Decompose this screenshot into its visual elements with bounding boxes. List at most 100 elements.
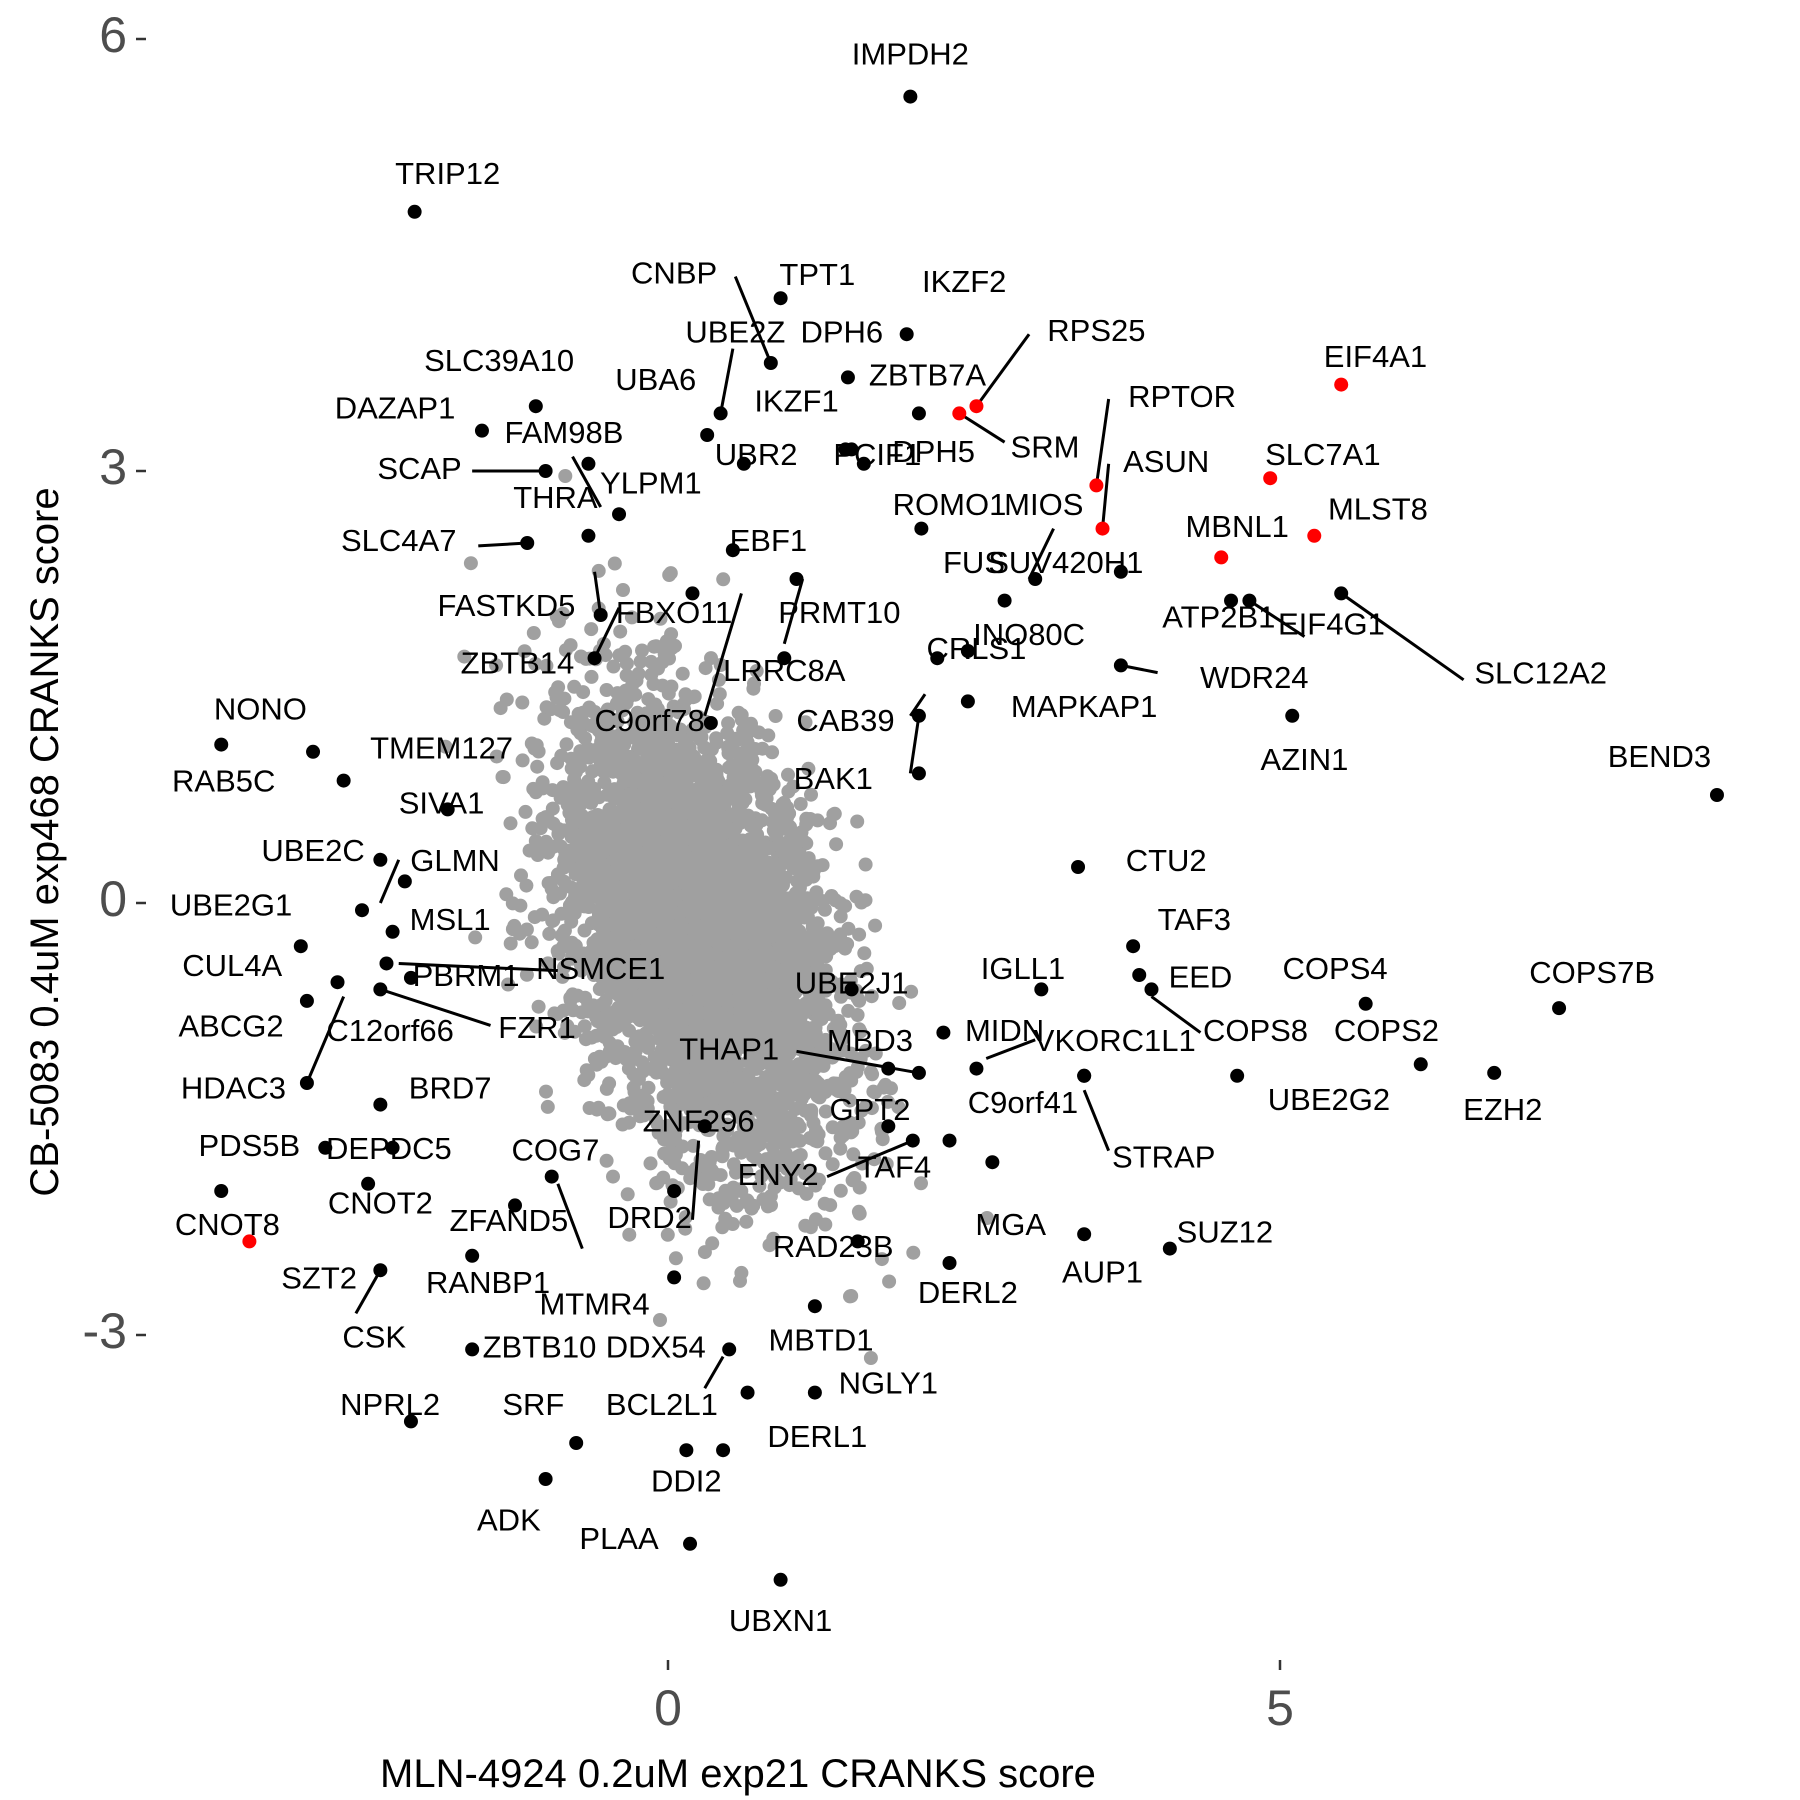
point-cnot2 xyxy=(361,1176,376,1191)
point-romo1 xyxy=(914,521,929,536)
label-slc39a10: SLC39A10 xyxy=(424,343,574,378)
point-cul4a xyxy=(293,939,308,954)
background-point xyxy=(904,984,919,999)
point-rptor xyxy=(1089,478,1104,493)
background-point xyxy=(640,1101,655,1116)
point-nprl2 xyxy=(403,1414,418,1429)
background-point xyxy=(574,963,589,978)
background-point xyxy=(749,664,764,678)
background-point xyxy=(734,1184,749,1199)
background-point xyxy=(707,946,722,961)
background-point xyxy=(655,915,670,930)
leader-line-fzr1 xyxy=(379,987,491,1027)
point-fbxo11 xyxy=(685,586,700,601)
background-point xyxy=(842,1093,857,1108)
background-point xyxy=(606,659,621,674)
background-point xyxy=(701,875,716,890)
point-eed xyxy=(1132,968,1147,982)
background-point xyxy=(705,985,720,1000)
label-ubxn1: UBXN1 xyxy=(729,1603,832,1638)
background-point xyxy=(809,885,824,900)
point-thap1 xyxy=(911,1065,926,1080)
point-asun xyxy=(1095,521,1110,536)
background-point xyxy=(644,654,659,669)
label-mga: MGA xyxy=(975,1207,1046,1242)
background-point xyxy=(643,1061,658,1076)
label-slc12a2: SLC12A2 xyxy=(1474,656,1607,691)
background-point xyxy=(834,1033,849,1048)
background-point xyxy=(850,1008,865,1022)
y-tick-label: -3 xyxy=(83,1303,127,1359)
background-point xyxy=(891,1100,906,1114)
background-point xyxy=(852,1206,867,1221)
background-point xyxy=(620,801,635,816)
background-point xyxy=(585,764,600,779)
background-point xyxy=(759,791,774,806)
label-asun: ASUN xyxy=(1123,444,1209,479)
background-point xyxy=(684,748,699,763)
background-point xyxy=(749,1051,764,1066)
background-point xyxy=(571,706,586,721)
background-point xyxy=(818,982,833,997)
background-point xyxy=(744,716,758,731)
background-point xyxy=(736,870,751,885)
label-plaa: PLAA xyxy=(579,1521,659,1556)
label-ddx54: DDX54 xyxy=(606,1330,706,1365)
label-cops4: COPS4 xyxy=(1283,951,1388,986)
background-point xyxy=(664,956,679,971)
background-point xyxy=(656,808,671,823)
background-point xyxy=(786,898,801,912)
y-tick-label: 3 xyxy=(99,439,127,495)
background-point xyxy=(857,946,872,961)
background-point xyxy=(810,1089,825,1104)
background-point xyxy=(828,939,843,953)
background-point xyxy=(556,860,571,875)
background-point xyxy=(539,1084,553,1099)
label-eif4a1: EIF4A1 xyxy=(1324,339,1427,374)
label-drd2: DRD2 xyxy=(607,1200,691,1235)
leader-line-thap1 xyxy=(796,1049,920,1075)
background-point xyxy=(793,1012,808,1027)
background-point xyxy=(859,961,874,976)
background-point xyxy=(674,977,689,992)
point-ddx54 xyxy=(722,1342,737,1357)
leader-line-csk xyxy=(354,1269,382,1315)
point-msl1 xyxy=(385,924,400,939)
background-point xyxy=(572,798,587,813)
background-point xyxy=(845,1173,860,1188)
background-point xyxy=(742,840,756,854)
point-adk xyxy=(538,1472,553,1486)
background-point xyxy=(852,993,867,1008)
point-ctu2 xyxy=(1071,860,1086,874)
label-bcl2l1: BCL2L1 xyxy=(606,1387,718,1422)
background-point xyxy=(620,992,635,1007)
point-zbtb10 xyxy=(465,1342,480,1357)
background-point xyxy=(574,894,589,909)
point-hdac3 xyxy=(299,1076,314,1090)
background-point xyxy=(828,893,843,908)
label-pbrm1: PBRM1 xyxy=(413,958,520,993)
point-suv420h1 xyxy=(1113,564,1128,579)
background-point xyxy=(533,821,548,836)
background-point xyxy=(648,881,663,895)
background-point xyxy=(744,953,759,968)
background-point xyxy=(616,1013,631,1028)
background-point xyxy=(713,1168,728,1183)
label-tmem127: TMEM127 xyxy=(370,731,513,766)
background-point xyxy=(495,770,510,784)
background-point xyxy=(626,833,641,848)
background-point xyxy=(531,999,546,1014)
label-bak1: BAK1 xyxy=(794,761,873,796)
leader-line-bak1 xyxy=(908,715,921,774)
label-szt2: SZT2 xyxy=(281,1260,357,1295)
label-rptor: RPTOR xyxy=(1128,379,1236,414)
leader-line-rps25 xyxy=(975,333,1031,408)
point-tmem127 xyxy=(336,773,351,788)
background-point xyxy=(753,985,768,1000)
label-znf296: ZNF296 xyxy=(643,1104,755,1139)
background-point xyxy=(868,918,883,933)
background-point xyxy=(699,893,714,908)
label-c9orf78: C9orf78 xyxy=(594,703,704,738)
background-point xyxy=(829,1076,844,1091)
background-point xyxy=(811,1127,826,1142)
